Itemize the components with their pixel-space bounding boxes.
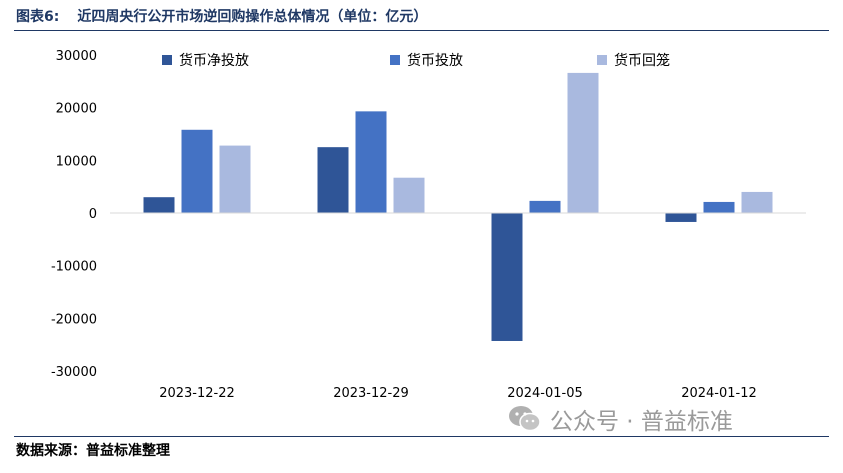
y-tick-label: 10000 bbox=[56, 154, 97, 169]
bar-net bbox=[317, 147, 349, 213]
y-axis-ticks: 30000 20000 10000 0 -10000 -20000 -30000 bbox=[51, 49, 97, 380]
watermark: 公众号 · 普益标准 bbox=[508, 398, 733, 440]
bar-maturity bbox=[393, 177, 425, 213]
bar-injection bbox=[355, 111, 387, 213]
footer-rule bbox=[14, 436, 829, 437]
y-tick-label: -10000 bbox=[51, 260, 97, 275]
legend-label: 货币投放 bbox=[407, 52, 463, 69]
bars bbox=[143, 72, 773, 341]
y-tick-label: 30000 bbox=[56, 49, 97, 64]
wechat-icon bbox=[509, 406, 541, 432]
legend-swatch bbox=[597, 55, 607, 65]
bar-net bbox=[665, 213, 697, 222]
x-tick-label: 2023-12-29 bbox=[333, 386, 409, 401]
source-note: 数据来源：普益标准整理 bbox=[16, 443, 170, 459]
x-axis-labels: 2023-12-22 2023-12-29 2024-01-05 2024-01-12 bbox=[159, 386, 757, 401]
bar-injection bbox=[703, 201, 735, 213]
x-tick-label: 2024-01-12 bbox=[681, 386, 757, 401]
figure-title: 近四周央行公开市场逆回购操作总体情况（单位：亿元） bbox=[77, 9, 428, 25]
chart-title: 图表6: 近四周央行公开市场逆回购操作总体情况（单位：亿元） bbox=[16, 6, 427, 26]
legend-label: 货币净投放 bbox=[179, 52, 249, 69]
bar-net bbox=[491, 213, 523, 341]
bar-maturity bbox=[219, 145, 251, 213]
x-tick-label: 2024-01-05 bbox=[507, 386, 583, 401]
bar-maturity bbox=[567, 72, 599, 213]
y-tick-label: -20000 bbox=[51, 312, 97, 327]
legend-label: 货币回笼 bbox=[614, 52, 670, 69]
y-tick-label: 20000 bbox=[56, 102, 97, 117]
legend-swatch bbox=[390, 55, 400, 65]
y-tick-label: -30000 bbox=[51, 365, 97, 380]
figure-label: 图表6: bbox=[16, 9, 60, 25]
watermark-text: 公众号 · 普益标准 bbox=[550, 409, 733, 435]
bar-maturity bbox=[741, 191, 773, 213]
x-tick-label: 2023-12-22 bbox=[159, 386, 235, 401]
legend: 货币净投放 货币投放 货币回笼 bbox=[162, 52, 670, 69]
bar-injection bbox=[529, 200, 561, 213]
title-rule bbox=[14, 30, 829, 31]
bar-net bbox=[143, 197, 175, 213]
legend-swatch bbox=[162, 55, 172, 65]
bar-injection bbox=[181, 129, 213, 213]
y-tick-label: 0 bbox=[89, 207, 97, 222]
